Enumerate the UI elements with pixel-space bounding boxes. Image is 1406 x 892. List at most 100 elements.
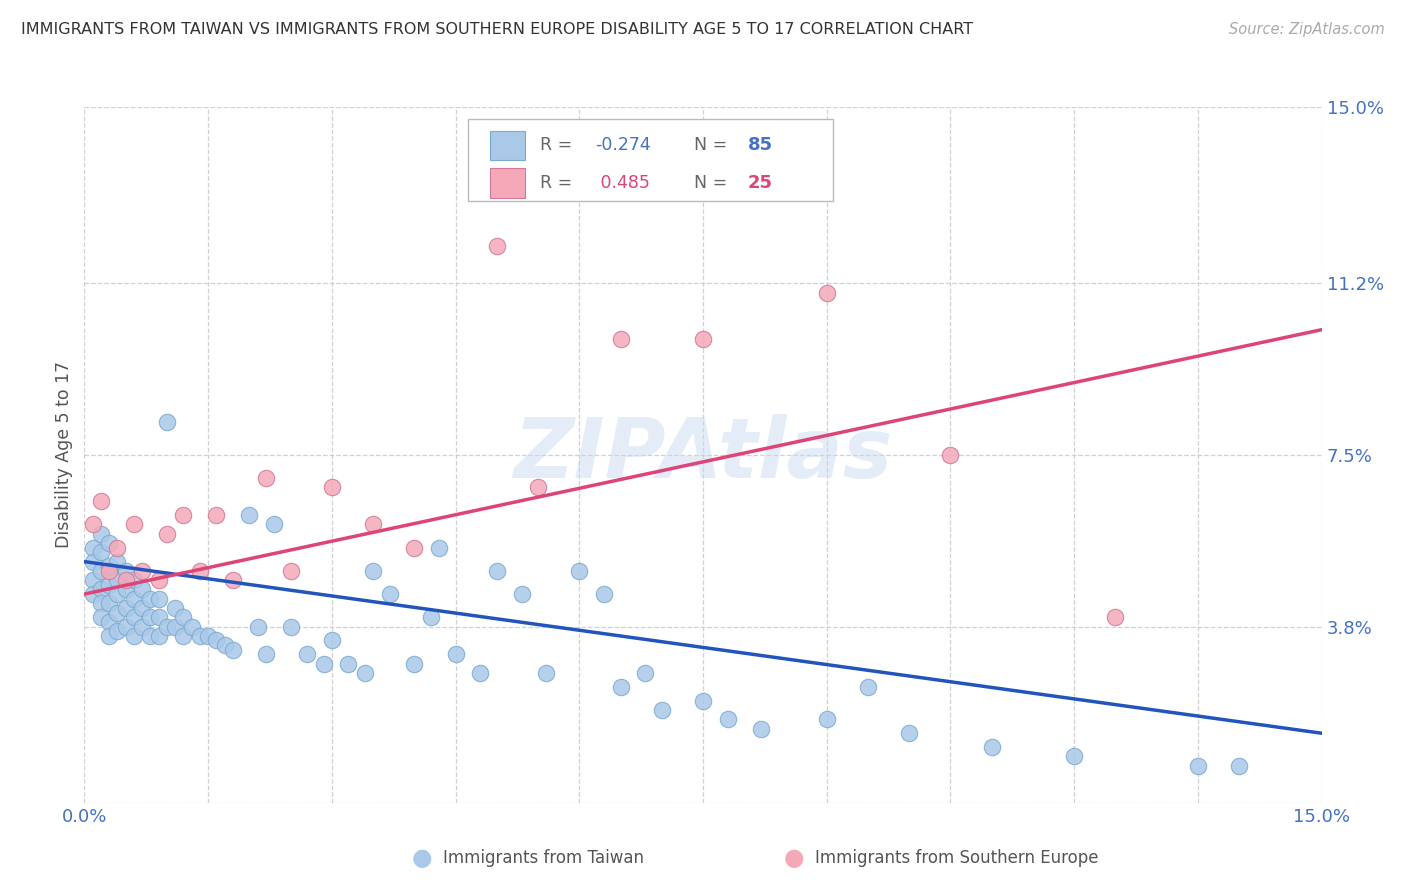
Point — [139, 591, 162, 606]
Point — [634, 665, 657, 680]
Point — [246, 619, 269, 633]
Point — [361, 564, 384, 578]
Point — [82, 573, 104, 587]
Point — [749, 722, 772, 736]
Text: IMMIGRANTS FROM TAIWAN VS IMMIGRANTS FROM SOUTHERN EUROPE DISABILITY AGE 5 TO 17: IMMIGRANTS FROM TAIWAN VS IMMIGRANTS FRO… — [21, 22, 973, 37]
Point — [148, 591, 170, 606]
Point — [404, 657, 426, 671]
Point — [254, 471, 277, 485]
Point — [82, 517, 104, 532]
Point — [98, 578, 121, 592]
Point — [105, 573, 128, 587]
Point — [419, 610, 441, 624]
Point — [139, 629, 162, 643]
Point — [1104, 610, 1126, 624]
Point — [321, 633, 343, 648]
Text: R =: R = — [540, 174, 572, 192]
Point — [651, 703, 673, 717]
Point — [609, 332, 631, 346]
Point — [165, 601, 187, 615]
Point — [90, 545, 112, 559]
Text: ZIPAtlas: ZIPAtlas — [513, 415, 893, 495]
Point — [470, 665, 492, 680]
Point — [263, 517, 285, 532]
Text: 0.485: 0.485 — [595, 174, 650, 192]
Point — [188, 564, 211, 578]
Point — [122, 591, 145, 606]
Point — [90, 564, 112, 578]
Point — [131, 582, 153, 597]
Point — [180, 619, 202, 633]
Point — [222, 642, 245, 657]
Point — [593, 587, 616, 601]
Point — [105, 541, 128, 555]
Text: ●: ● — [412, 847, 432, 870]
Text: ●: ● — [785, 847, 804, 870]
FancyBboxPatch shape — [491, 130, 524, 160]
Text: -0.274: -0.274 — [595, 136, 651, 154]
Point — [114, 573, 136, 587]
Point — [378, 587, 401, 601]
Point — [139, 610, 162, 624]
Point — [1227, 758, 1250, 772]
Point — [312, 657, 335, 671]
Point — [82, 555, 104, 569]
Point — [280, 564, 302, 578]
Point — [98, 564, 121, 578]
Point — [105, 606, 128, 620]
Point — [815, 285, 838, 300]
Point — [321, 480, 343, 494]
Point — [815, 712, 838, 726]
Text: R =: R = — [540, 136, 572, 154]
Point — [939, 448, 962, 462]
Point — [444, 648, 467, 662]
Point — [353, 665, 375, 680]
Point — [165, 619, 187, 633]
Point — [98, 629, 121, 643]
Point — [90, 582, 112, 597]
Text: 25: 25 — [748, 174, 772, 192]
Point — [485, 564, 508, 578]
Point — [105, 555, 128, 569]
Point — [172, 508, 194, 523]
Point — [98, 559, 121, 574]
Point — [980, 740, 1002, 755]
Point — [122, 517, 145, 532]
Text: 85: 85 — [748, 136, 773, 154]
FancyBboxPatch shape — [491, 169, 524, 197]
Text: Immigrants from Southern Europe: Immigrants from Southern Europe — [815, 849, 1099, 867]
Point — [172, 629, 194, 643]
Point — [205, 633, 228, 648]
Point — [280, 619, 302, 633]
Point — [427, 541, 450, 555]
Point — [131, 564, 153, 578]
Point — [214, 638, 236, 652]
Point — [156, 619, 179, 633]
Point — [98, 615, 121, 629]
Point — [122, 629, 145, 643]
Point — [692, 332, 714, 346]
Point — [197, 629, 219, 643]
Point — [156, 416, 179, 430]
Text: N =: N = — [695, 136, 727, 154]
Point — [105, 587, 128, 601]
Point — [485, 239, 508, 253]
Point — [156, 526, 179, 541]
Point — [1187, 758, 1209, 772]
Point — [82, 587, 104, 601]
Point — [148, 610, 170, 624]
Point — [98, 536, 121, 550]
Point — [205, 508, 228, 523]
Text: Source: ZipAtlas.com: Source: ZipAtlas.com — [1229, 22, 1385, 37]
Point — [90, 596, 112, 610]
Text: N =: N = — [695, 174, 727, 192]
Point — [1063, 749, 1085, 764]
Point — [148, 629, 170, 643]
Point — [90, 494, 112, 508]
Point — [898, 726, 921, 740]
Point — [98, 596, 121, 610]
Point — [856, 680, 879, 694]
Point — [536, 665, 558, 680]
Point — [717, 712, 740, 726]
Point — [131, 601, 153, 615]
